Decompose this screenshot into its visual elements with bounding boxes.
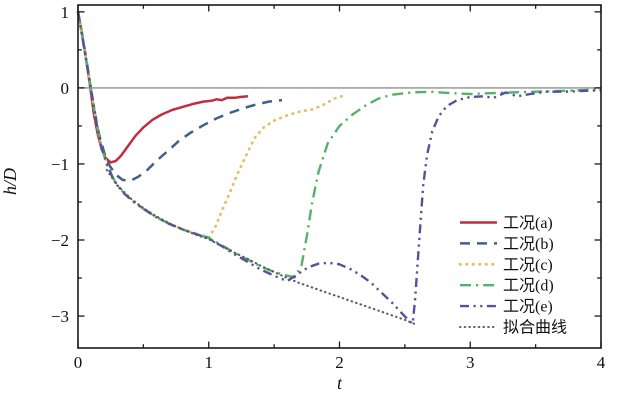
legend-label-d: 工况(d) — [503, 278, 554, 295]
curve-b — [76, 11, 283, 182]
y-tick-label: 0 — [61, 79, 70, 98]
y-tick-label: 1 — [61, 3, 70, 22]
curve-a — [76, 11, 249, 164]
x-tick-label: 2 — [335, 353, 344, 372]
legend-label-b: 工况(b) — [503, 236, 554, 253]
y-tick-label: −2 — [51, 231, 69, 250]
y-tick-label: −1 — [51, 155, 69, 174]
x-tick-label: 0 — [74, 353, 83, 372]
x-axis-label: t — [337, 373, 343, 393]
legend-label-fit: 拟合曲线 — [503, 319, 567, 337]
x-tick-label: 4 — [597, 353, 606, 372]
curve-fit — [105, 168, 416, 325]
legend-label-c: 工况(c) — [503, 257, 553, 274]
curve-c — [76, 10, 349, 240]
legend-label-e: 工况(e) — [503, 299, 553, 316]
y-axis-label: h/D — [0, 168, 20, 195]
x-tick-label: 1 — [205, 353, 214, 372]
legend-label-a: 工况(a) — [503, 215, 553, 232]
y-tick-label: −3 — [51, 307, 69, 326]
curve-e — [76, 11, 602, 325]
x-tick-label: 3 — [466, 353, 475, 372]
